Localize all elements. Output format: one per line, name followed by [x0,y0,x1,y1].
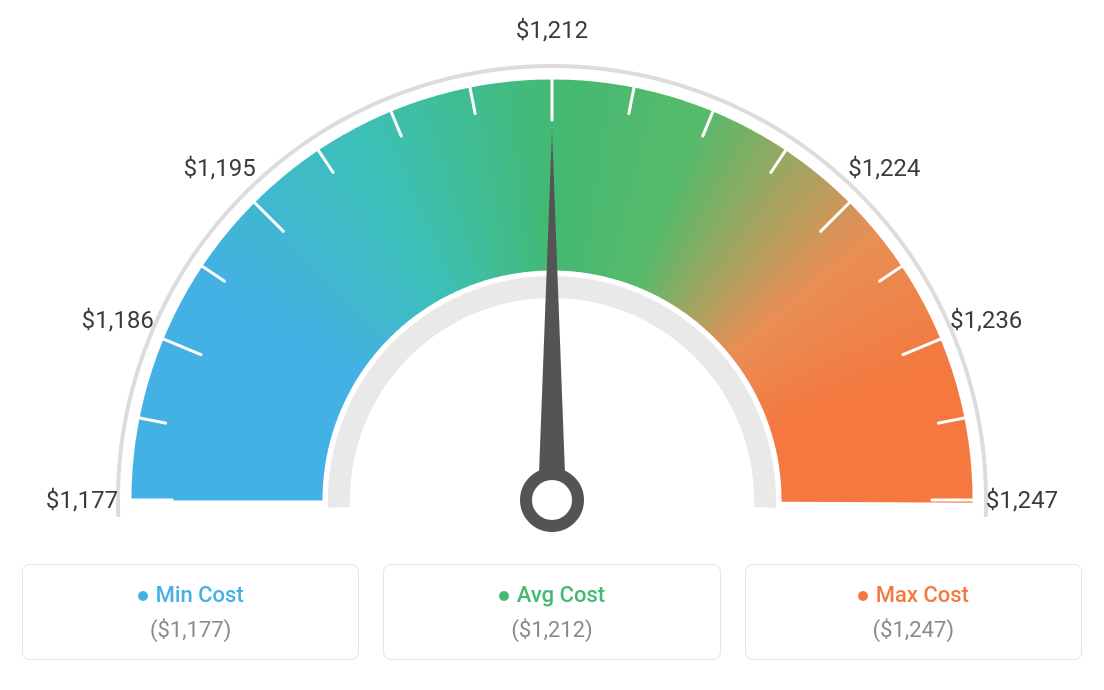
legend-row: Min Cost ($1,177) Avg Cost ($1,212) Max … [22,564,1082,660]
gauge-tick-label: $1,177 [46,486,118,514]
legend-title-min: Min Cost [138,583,244,608]
legend-label-max: Max Cost [876,583,969,608]
legend-title-avg: Avg Cost [499,583,605,608]
gauge-tick-label: $1,224 [848,154,920,182]
gauge-chart: $1,177$1,186$1,195$1,212$1,224$1,236$1,2… [22,20,1082,540]
gauge-tick-label: $1,186 [82,306,154,334]
legend-dot-min [138,591,148,601]
legend-value-max: ($1,247) [766,618,1061,643]
gauge-tick-label: $1,195 [184,154,256,182]
legend-card-avg: Avg Cost ($1,212) [383,564,720,660]
legend-dot-max [858,591,868,601]
legend-card-max: Max Cost ($1,247) [745,564,1082,660]
legend-card-min: Min Cost ($1,177) [22,564,359,660]
gauge-tick-label: $1,236 [950,306,1022,334]
gauge-tick-label: $1,212 [516,16,588,44]
legend-value-avg: ($1,212) [404,618,699,643]
gauge-tick-label: $1,247 [986,486,1058,514]
legend-title-max: Max Cost [858,583,969,608]
legend-dot-avg [499,591,509,601]
legend-label-avg: Avg Cost [517,583,605,608]
gauge-svg [22,20,1082,540]
legend-label-min: Min Cost [156,583,244,608]
legend-value-min: ($1,177) [43,618,338,643]
